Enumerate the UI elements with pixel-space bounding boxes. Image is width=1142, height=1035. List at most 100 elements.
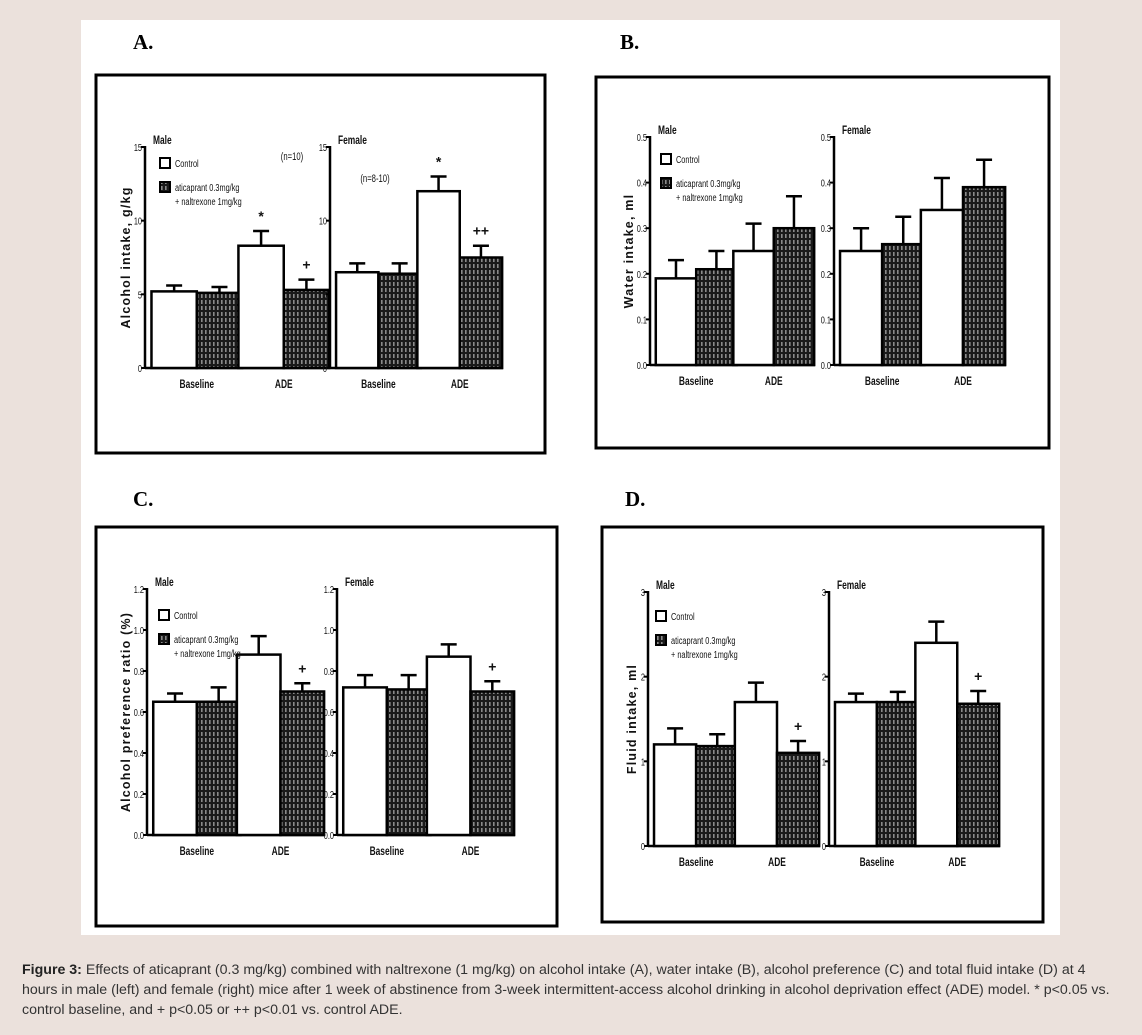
- x-tick-label: Baseline: [679, 857, 714, 870]
- y-tick-label: 0: [323, 363, 327, 375]
- bar-treatment: [195, 700, 242, 837]
- x-tick-label: Baseline: [361, 379, 396, 392]
- legend-label-treatment-2: + naltrexone 1mg/kg: [676, 192, 743, 204]
- y-axis-label: Alcohol intake, g/kg: [119, 186, 133, 328]
- bar-control: [341, 686, 389, 837]
- x-tick-label: Baseline: [180, 379, 215, 392]
- x-tick-label: Baseline: [370, 846, 405, 859]
- y-tick-label: 0.5: [821, 132, 831, 144]
- subplot-title: Female: [338, 135, 367, 148]
- y-tick-label: 0: [641, 841, 645, 853]
- legend-swatch-control: [655, 610, 667, 622]
- bar-treatment: [279, 690, 326, 837]
- legend-label-control: Control: [174, 610, 198, 622]
- bar-treatment: [775, 751, 821, 848]
- bar-treatment: [875, 700, 921, 848]
- bar-control: [150, 290, 199, 370]
- panel-frame: [600, 525, 1045, 924]
- panel-label-a: A.: [133, 30, 154, 54]
- y-tick-label: 1: [641, 756, 645, 768]
- x-tick-label: ADE: [272, 846, 290, 859]
- significance-marker: +: [794, 718, 802, 734]
- panel-frame: [594, 75, 1051, 450]
- bar-treatment: [282, 288, 331, 370]
- y-tick-label: 0.0: [324, 830, 334, 842]
- caption-text: Effects of aticaprant (0.3 mg/kg) combin…: [22, 962, 1110, 1018]
- panel-frame: [94, 73, 547, 455]
- subplot-title: Male: [153, 135, 172, 148]
- legend-swatch-treatment: [158, 633, 170, 645]
- bar-treatment: [377, 272, 423, 370]
- legend-swatch-treatment: [159, 181, 171, 193]
- legend-label-control: Control: [175, 158, 199, 170]
- legend-label-treatment: aticaprant 0.3mg/kg: [174, 634, 238, 646]
- y-tick-label: 2: [641, 671, 645, 683]
- legend-label-treatment: aticaprant 0.3mg/kg: [676, 178, 740, 190]
- legend-label-treatment: aticaprant 0.3mg/kg: [671, 635, 735, 647]
- x-tick-label: Baseline: [860, 857, 895, 870]
- legend-swatch-control: [660, 153, 672, 165]
- y-tick-label: 0.2: [134, 789, 144, 801]
- significance-marker: *: [258, 208, 264, 224]
- bar-treatment: [772, 226, 816, 367]
- bar-control: [416, 189, 461, 370]
- y-tick-label: 5: [138, 289, 142, 301]
- bar-control: [838, 249, 884, 367]
- panel-label-b: B.: [620, 30, 640, 54]
- legend-label-control: Control: [671, 611, 695, 623]
- legend-swatch-control: [158, 609, 170, 621]
- x-tick-label: Baseline: [865, 376, 900, 389]
- bar-treatment: [694, 744, 740, 848]
- y-tick-label: 3: [641, 587, 645, 599]
- bar-treatment: [195, 291, 244, 370]
- y-tick-label: 0.0: [134, 830, 144, 842]
- y-tick-label: 0.6: [134, 707, 144, 719]
- bar-control: [919, 208, 965, 367]
- y-tick-label: 3: [822, 587, 826, 599]
- y-tick-label: 0.4: [821, 177, 831, 189]
- x-tick-label: ADE: [954, 376, 972, 389]
- y-tick-label: 0: [822, 841, 826, 853]
- y-tick-label: 0.8: [324, 666, 334, 678]
- bar-control: [425, 655, 472, 837]
- y-axis-label: Water intake, ml: [622, 194, 636, 309]
- legend-label-treatment-2: + naltrexone 1mg/kg: [671, 649, 738, 661]
- y-tick-label: 0.4: [324, 748, 334, 760]
- bar-control: [151, 700, 199, 837]
- legend-label-treatment: aticaprant 0.3mg/kg: [175, 182, 239, 194]
- panel-frame: [94, 525, 559, 928]
- bar-treatment: [956, 702, 1001, 848]
- x-tick-label: Baseline: [180, 846, 215, 859]
- significance-marker: ++: [473, 223, 489, 239]
- y-tick-label: 1.2: [324, 584, 334, 596]
- x-tick-label: ADE: [768, 857, 786, 870]
- subplot-title: Male: [155, 577, 174, 590]
- bar-treatment: [458, 256, 504, 370]
- y-tick-label: 0.0: [637, 360, 647, 372]
- y-tick-label: 10: [134, 215, 142, 227]
- subplot-title: Female: [842, 125, 871, 138]
- significance-marker: *: [436, 153, 442, 169]
- y-tick-label: 0.2: [821, 269, 831, 281]
- panel-label-c: C.: [133, 487, 154, 511]
- y-tick-label: 15: [134, 142, 142, 154]
- y-tick-label: 5: [323, 289, 327, 301]
- legend-swatch-treatment: [655, 634, 667, 646]
- subplot-title: Female: [837, 580, 866, 593]
- bar-control: [733, 700, 779, 848]
- bar-treatment: [694, 267, 738, 367]
- legend-swatch-control: [159, 157, 171, 169]
- y-tick-label: 0.3: [821, 223, 831, 235]
- y-tick-label: 0: [138, 363, 142, 375]
- y-tick-label: 15: [319, 142, 327, 154]
- y-tick-label: 1: [822, 756, 826, 768]
- legend-label-control: Control: [676, 154, 700, 166]
- legend-label-treatment-2: + naltrexone 1mg/kg: [174, 648, 241, 660]
- bar-control: [652, 743, 698, 848]
- bar-treatment: [385, 688, 432, 837]
- y-tick-label: 10: [319, 215, 327, 227]
- y-tick-label: 1.0: [324, 625, 334, 637]
- bar-control: [732, 249, 776, 367]
- x-tick-label: Baseline: [679, 376, 714, 389]
